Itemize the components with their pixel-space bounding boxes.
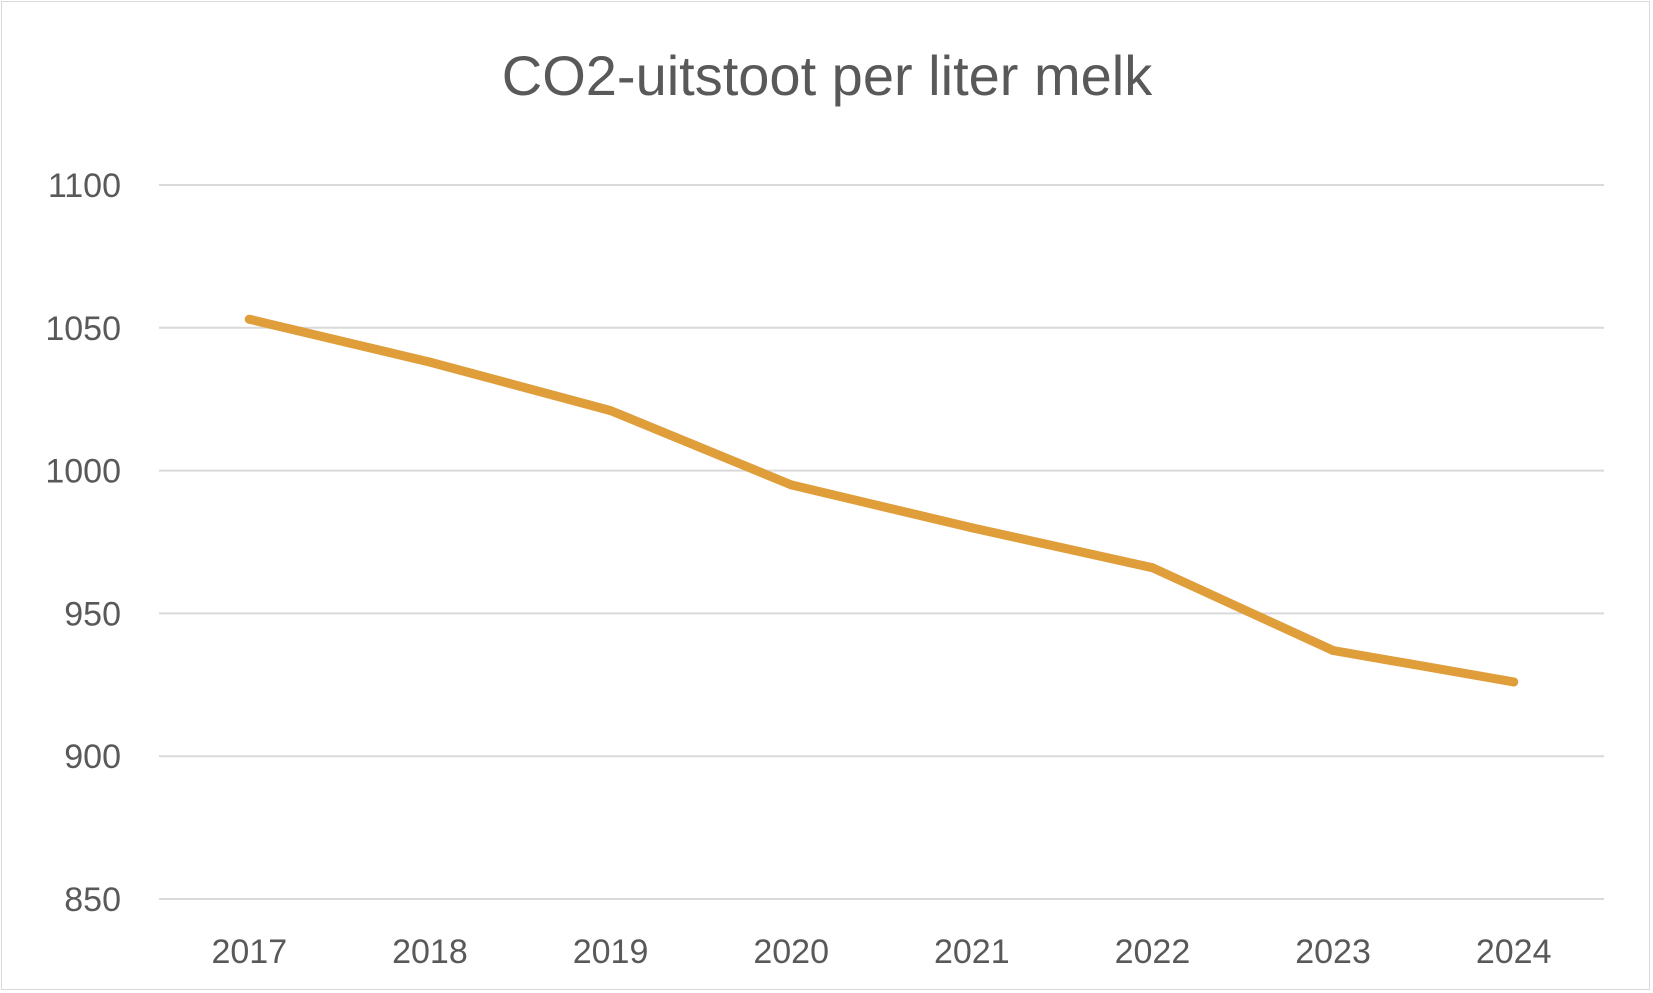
x-tick-label: 2019 xyxy=(573,933,649,971)
x-axis-tick-labels: 2017 2018 2019 2020 2021 2022 2023 2024 xyxy=(211,933,1551,971)
y-tick-label: 1050 xyxy=(45,310,121,348)
series-line xyxy=(244,314,1519,687)
data-point xyxy=(1509,677,1519,687)
chart-title: CO2-uitstoot per liter melk xyxy=(502,44,1153,107)
y-tick-label: 1000 xyxy=(45,453,121,491)
x-tick-label: 2024 xyxy=(1476,933,1552,971)
y-tick-label: 1100 xyxy=(48,167,121,205)
data-point xyxy=(244,314,254,324)
x-tick-label: 2022 xyxy=(1115,933,1191,971)
data-point xyxy=(786,480,796,490)
x-tick-label: 2017 xyxy=(211,933,287,971)
data-point xyxy=(425,357,435,367)
data-point xyxy=(1147,563,1157,573)
y-tick-label: 850 xyxy=(64,881,121,919)
y-axis-tick-labels: 850 900 950 1000 1050 1100 xyxy=(45,167,121,919)
data-point xyxy=(967,523,977,533)
data-point xyxy=(1328,646,1338,656)
x-tick-label: 2021 xyxy=(934,933,1010,971)
data-point xyxy=(606,406,616,416)
y-tick-label: 950 xyxy=(64,595,121,633)
x-tick-label: 2020 xyxy=(753,933,829,971)
x-tick-label: 2023 xyxy=(1295,933,1371,971)
gridlines xyxy=(159,184,1604,900)
series-lines xyxy=(244,314,1519,687)
x-tick-label: 2018 xyxy=(392,933,468,971)
y-tick-label: 900 xyxy=(64,738,121,776)
